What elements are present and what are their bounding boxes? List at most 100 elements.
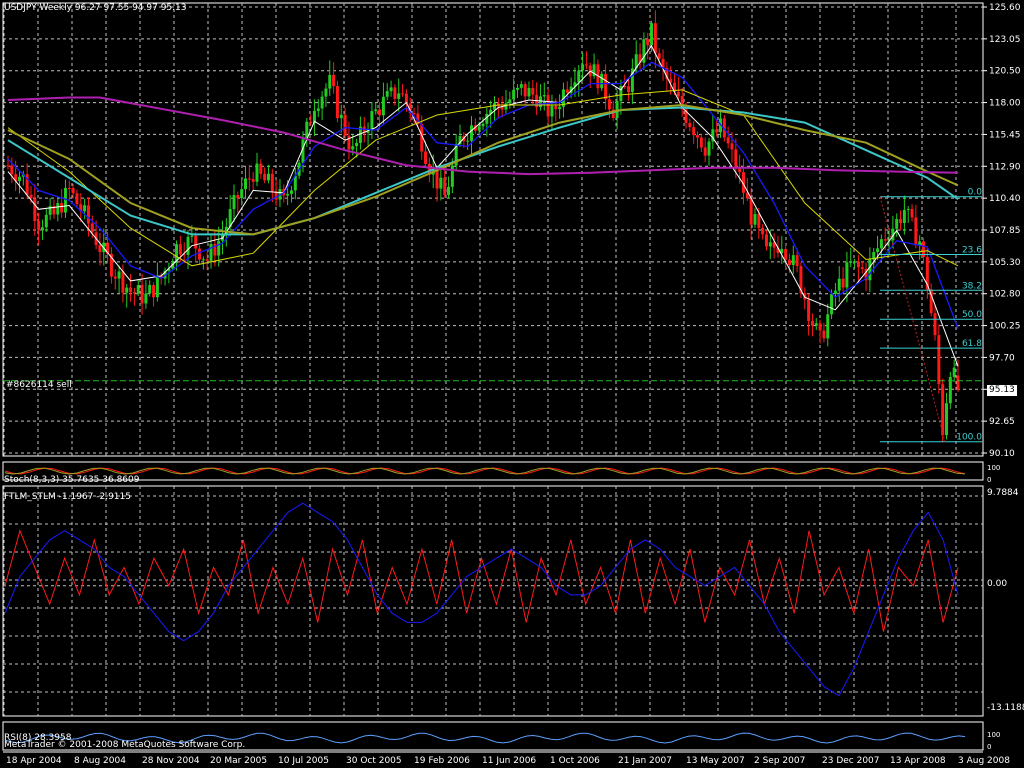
candle-body xyxy=(753,214,757,225)
panel-border xyxy=(2,461,984,481)
candle xyxy=(581,52,585,81)
x-tick-label: 11 Jun 2006 xyxy=(482,756,536,766)
candle-body xyxy=(309,121,313,123)
candle-body xyxy=(500,106,504,110)
candle xyxy=(822,322,826,343)
candle-body xyxy=(508,99,512,104)
candle xyxy=(535,82,539,116)
candle-body xyxy=(374,109,378,112)
candle-body xyxy=(266,173,270,181)
candle-body xyxy=(29,194,33,199)
candle xyxy=(891,215,895,249)
candle xyxy=(948,371,952,410)
candle-body xyxy=(190,235,194,237)
candle xyxy=(791,245,795,274)
fibonacci-label: 100.0 xyxy=(956,433,982,443)
y-tick-label: 118.00 xyxy=(989,99,1021,109)
candle-body xyxy=(259,163,263,174)
candle xyxy=(144,280,148,309)
candle xyxy=(764,230,768,251)
candle-body xyxy=(37,221,41,231)
candle xyxy=(209,234,213,269)
candle xyxy=(470,116,474,156)
candle-body xyxy=(98,245,102,253)
candle xyxy=(328,60,332,96)
candle xyxy=(324,83,328,107)
candle-body xyxy=(849,261,853,263)
candle-body xyxy=(519,84,523,88)
candle-body xyxy=(470,125,474,141)
moving-average-cyan xyxy=(7,106,959,236)
candle-body xyxy=(420,123,424,152)
candle xyxy=(305,117,309,148)
candle xyxy=(6,155,10,170)
x-tick-label: 1 Oct 2006 xyxy=(550,756,600,766)
x-tick-label: 28 Nov 2004 xyxy=(142,756,200,766)
candle xyxy=(17,170,21,194)
candle-body xyxy=(393,87,397,99)
candle xyxy=(745,177,749,201)
candle-body xyxy=(439,177,443,189)
candle-body xyxy=(132,291,136,294)
candle-body xyxy=(937,335,941,385)
candle-body xyxy=(577,70,581,83)
candle xyxy=(194,232,198,263)
candle-body xyxy=(676,91,680,96)
candle xyxy=(316,99,320,117)
candle-body xyxy=(351,146,355,150)
rsi-bottom-label: 0 xyxy=(987,743,992,751)
candle xyxy=(730,131,734,163)
moving-average-olive xyxy=(7,103,959,236)
candle-body xyxy=(945,403,949,436)
candle xyxy=(205,251,209,271)
candle xyxy=(244,166,247,199)
candle xyxy=(71,183,75,199)
candle-body xyxy=(381,96,385,116)
candle-body xyxy=(657,53,661,59)
candle-body xyxy=(542,95,546,97)
candle-body xyxy=(366,129,370,133)
candle-body xyxy=(799,266,803,294)
candle-body xyxy=(891,228,895,241)
candle-body xyxy=(328,74,332,89)
candle xyxy=(814,318,818,330)
candle-body xyxy=(814,323,818,326)
candle-body xyxy=(358,126,362,143)
candle xyxy=(910,204,914,222)
candle-body xyxy=(512,89,516,100)
candle-body xyxy=(914,217,918,246)
candle-body xyxy=(688,122,692,128)
candle-body xyxy=(263,173,267,181)
candle-body xyxy=(764,234,768,247)
candle xyxy=(332,62,336,94)
candle xyxy=(14,160,18,192)
candle-body xyxy=(584,64,588,66)
candle-body xyxy=(822,330,826,339)
candle-body xyxy=(232,195,236,210)
rsi-line xyxy=(4,732,966,744)
candle-body xyxy=(182,254,186,256)
candle xyxy=(937,324,941,394)
candle xyxy=(592,53,596,79)
candle-body xyxy=(447,186,451,196)
candle xyxy=(289,185,293,203)
candle xyxy=(546,88,550,124)
candle xyxy=(941,378,945,443)
candle-body xyxy=(10,165,14,175)
candle-body xyxy=(581,64,585,71)
copyright: MetaTrader © 2001-2008 MetaQuotes Softwa… xyxy=(4,740,246,750)
candle xyxy=(40,219,44,240)
candle-body xyxy=(669,79,673,83)
candle-body xyxy=(638,54,642,63)
candle-body xyxy=(883,239,887,241)
candle xyxy=(810,313,814,337)
candle xyxy=(899,210,903,231)
candle-body xyxy=(244,178,247,190)
candle xyxy=(435,166,439,202)
candle-body xyxy=(876,248,880,253)
candle-body xyxy=(71,188,75,194)
candle-body xyxy=(401,93,405,95)
order-label: #8626114 sell xyxy=(6,380,72,390)
x-tick-label: 21 Jan 2007 xyxy=(618,756,672,766)
